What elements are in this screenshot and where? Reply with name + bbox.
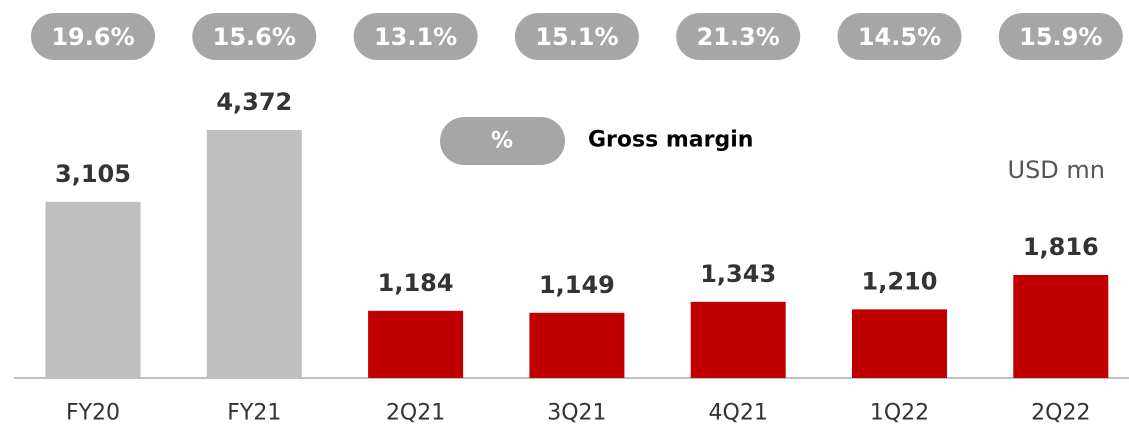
bar bbox=[1013, 274, 1109, 378]
margin-label: 19.6% bbox=[51, 23, 134, 51]
value-label: 1,816 bbox=[1023, 233, 1099, 261]
value-label: 1,343 bbox=[700, 260, 776, 288]
legend-pill bbox=[440, 117, 565, 165]
bar bbox=[45, 201, 141, 378]
bar bbox=[529, 312, 625, 378]
value-label: 3,105 bbox=[55, 160, 131, 188]
margin-label: 15.1% bbox=[535, 23, 618, 51]
value-label: 1,210 bbox=[862, 267, 938, 295]
value-label: 1,149 bbox=[539, 271, 615, 299]
x-tick-label: FY20 bbox=[66, 401, 120, 426]
margin-pill bbox=[514, 13, 639, 60]
value-label: 1,184 bbox=[378, 269, 454, 297]
margin-label: 14.5% bbox=[858, 23, 941, 51]
margin-pill bbox=[353, 13, 478, 60]
bar bbox=[690, 301, 786, 378]
margin-pill bbox=[837, 13, 962, 60]
margin-pill bbox=[31, 13, 155, 60]
x-tick-label: 2Q22 bbox=[1031, 401, 1090, 426]
value-label: 4,372 bbox=[216, 88, 292, 116]
legend-symbol: % bbox=[491, 129, 513, 154]
x-tick-label: 3Q21 bbox=[547, 401, 606, 426]
legend-label: Gross margin bbox=[588, 128, 753, 153]
margin-pill bbox=[676, 13, 801, 60]
x-tick-label: 2Q21 bbox=[386, 401, 445, 426]
margin-label: 13.1% bbox=[374, 23, 457, 51]
margin-label: 15.6% bbox=[213, 23, 296, 51]
bar bbox=[206, 130, 302, 378]
bar bbox=[852, 309, 947, 378]
margin-label: 21.3% bbox=[697, 23, 780, 51]
unit-label: USD mn bbox=[1008, 156, 1106, 184]
x-tick-label: 1Q22 bbox=[870, 401, 929, 426]
bar bbox=[368, 310, 464, 378]
x-tick-label: 4Q21 bbox=[709, 401, 768, 426]
x-tick-label: FY21 bbox=[227, 401, 281, 426]
margin-label: 15.9% bbox=[1019, 23, 1102, 51]
margin-pill bbox=[998, 13, 1123, 60]
margin-pill bbox=[192, 13, 317, 60]
